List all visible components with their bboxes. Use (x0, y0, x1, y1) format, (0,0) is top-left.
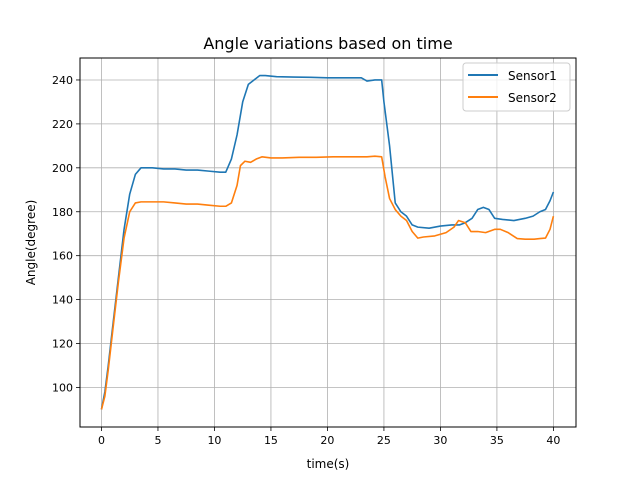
y-axis-label: Angle(degree) (24, 200, 38, 286)
legend-label-sensor1: Sensor1 (508, 69, 557, 83)
y-tick-label: 180 (52, 206, 73, 219)
x-tick-label: 35 (490, 434, 504, 447)
x-tick-label: 30 (433, 434, 447, 447)
x-tick-label: 20 (320, 434, 334, 447)
y-tick-label: 220 (52, 118, 73, 131)
plot-frame (79, 57, 577, 428)
x-tick-label: 10 (207, 434, 221, 447)
y-tick-label: 200 (52, 162, 73, 175)
y-tick-label: 240 (52, 74, 73, 87)
series-line-sensor1 (100, 74, 555, 410)
y-tick-label: 100 (52, 381, 73, 394)
grid (80, 58, 576, 427)
y-tick-label: 120 (52, 338, 73, 351)
x-tick-label: 0 (98, 434, 105, 447)
x-tick-label: 25 (377, 434, 391, 447)
y-tick-label: 140 (52, 294, 73, 307)
y-tick-label: 160 (52, 250, 73, 263)
series-lines (100, 74, 555, 410)
legend-label-sensor2: Sensor2 (508, 91, 557, 105)
chart-title: Angle variations based on time (203, 34, 452, 53)
x-tick-label: 5 (154, 434, 161, 447)
series-line-sensor2 (100, 155, 555, 410)
axis-ticks: 0 5 10 15 20 25 30 35 40 100 120 140 160 180 200 220 240 (52, 74, 560, 447)
x-axis-label: time(s) (307, 457, 350, 471)
x-tick-label: 15 (264, 434, 278, 447)
legend: Sensor1 Sensor2 (462, 62, 571, 112)
x-tick-label: 40 (546, 434, 560, 447)
